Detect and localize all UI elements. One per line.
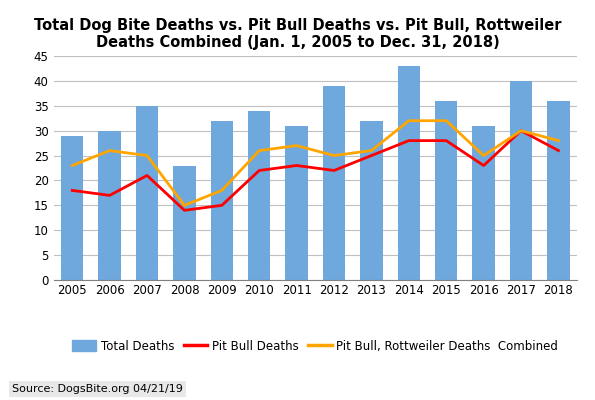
Bar — [173, 166, 196, 280]
Bar — [323, 86, 345, 280]
Bar — [136, 106, 158, 280]
Bar — [510, 81, 533, 280]
Bar — [248, 111, 271, 280]
Text: Source: DogsBite.org 04/21/19: Source: DogsBite.org 04/21/19 — [12, 384, 183, 394]
Bar — [211, 121, 233, 280]
Bar — [360, 121, 383, 280]
Bar — [547, 101, 569, 280]
Bar — [397, 66, 420, 280]
Bar — [98, 131, 121, 280]
Bar — [472, 126, 495, 280]
Text: Total Dog Bite Deaths vs. Pit Bull Deaths vs. Pit Bull, Rottweiler
Deaths Combin: Total Dog Bite Deaths vs. Pit Bull Death… — [34, 18, 561, 50]
Bar — [286, 126, 308, 280]
Bar — [61, 136, 83, 280]
Legend: Total Deaths, Pit Bull Deaths, Pit Bull, Rottweiler Deaths  Combined: Total Deaths, Pit Bull Deaths, Pit Bull,… — [73, 340, 558, 353]
Bar — [435, 101, 458, 280]
